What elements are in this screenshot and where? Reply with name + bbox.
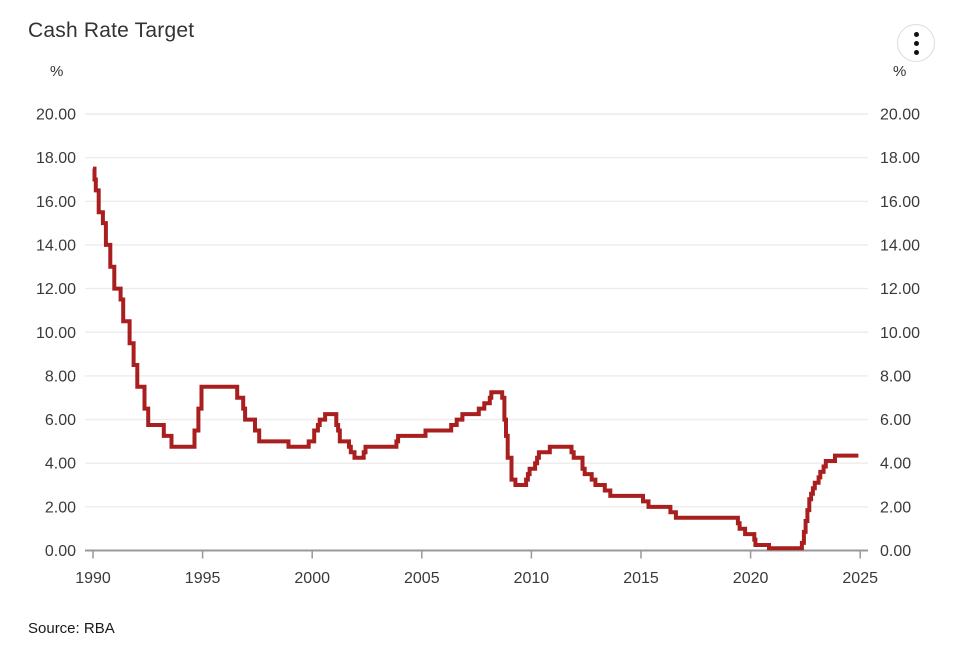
- y-axis-label-left: 2.00: [45, 499, 76, 516]
- y-axis-label-left: 4.00: [45, 456, 76, 473]
- y-axis-label-left: 14.00: [36, 237, 76, 254]
- y-axis-label-left: 8.00: [45, 368, 76, 385]
- y-axis-label-right: 4.00: [880, 456, 911, 473]
- y-axis-label-right: 8.00: [880, 368, 911, 385]
- y-axis-label-left: 10.00: [36, 325, 76, 342]
- x-axis-label: 2000: [294, 570, 330, 587]
- y-axis-unit-right: %: [893, 63, 907, 80]
- kebab-menu-icon: [913, 31, 919, 55]
- x-axis-label: 2025: [842, 570, 878, 587]
- y-axis-label-right: 20.00: [880, 107, 920, 124]
- kebab-menu-button[interactable]: [897, 24, 935, 62]
- cash-rate-series-line: [92, 166, 859, 551]
- y-axis-label-left: 6.00: [45, 412, 76, 429]
- y-axis-label-right: 12.00: [880, 281, 920, 298]
- y-axis-unit-left: %: [50, 63, 64, 80]
- chart-title: Cash Rate Target: [28, 19, 195, 42]
- y-axis-label-right: 14.00: [880, 237, 920, 254]
- x-axis-label: 2005: [404, 570, 440, 587]
- y-axis-label-left: 12.00: [36, 281, 76, 298]
- x-axis-label: 1990: [75, 570, 111, 587]
- x-axis-label: 2010: [514, 570, 550, 587]
- y-axis-label-right: 0.00: [880, 543, 911, 560]
- y-axis-label-left: 18.00: [36, 150, 76, 167]
- y-axis-label-left: 20.00: [36, 107, 76, 124]
- y-axis-label-left: 16.00: [36, 194, 76, 211]
- y-axis-label-right: 2.00: [880, 499, 911, 516]
- y-axis-label-right: 10.00: [880, 325, 920, 342]
- source-note: Source: RBA: [28, 620, 115, 637]
- y-axis-label-left: 0.00: [45, 543, 76, 560]
- y-axis-label-right: 16.00: [880, 194, 920, 211]
- y-axis-label-right: 18.00: [880, 150, 920, 167]
- x-axis-label: 1995: [185, 570, 221, 587]
- x-axis-label: 2015: [623, 570, 659, 587]
- x-axis-label: 2020: [733, 570, 769, 587]
- y-axis-label-right: 6.00: [880, 412, 911, 429]
